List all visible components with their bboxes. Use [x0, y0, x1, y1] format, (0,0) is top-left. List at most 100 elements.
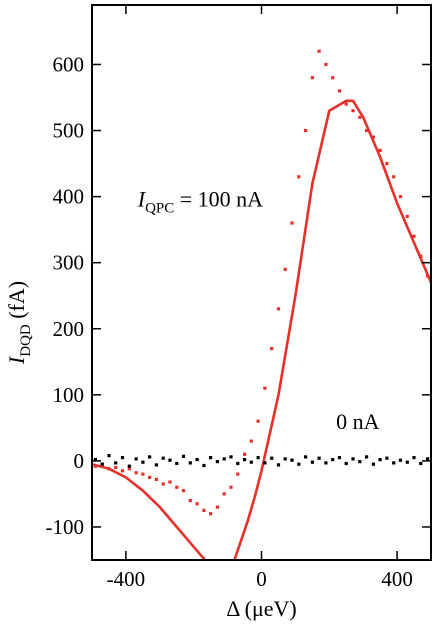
data-point	[405, 214, 409, 218]
data-point	[378, 458, 382, 462]
data-point	[127, 464, 131, 468]
y-tick-label: 600	[53, 52, 85, 76]
annotations: IQPC = 100 nA 0 nA	[137, 187, 380, 435]
data-point	[181, 454, 186, 458]
data-point	[141, 472, 145, 476]
data-point	[398, 458, 403, 462]
y-tick-label: 400	[53, 185, 85, 209]
data-point	[141, 460, 145, 464]
data-point	[263, 386, 267, 390]
data-point	[317, 456, 321, 460]
data-point	[175, 485, 179, 489]
data-point	[324, 62, 328, 67]
data-point	[120, 469, 125, 473]
data-point	[229, 485, 233, 489]
data-point	[331, 76, 335, 80]
data-point	[243, 458, 247, 462]
data-point	[385, 162, 389, 166]
y-tick-label: 0	[74, 449, 85, 473]
data-point	[134, 457, 138, 461]
data-point	[114, 465, 118, 470]
data-point	[168, 480, 172, 484]
data-point	[398, 195, 403, 199]
data-point	[154, 477, 158, 481]
data-point	[249, 439, 253, 443]
data-point	[202, 463, 206, 468]
data-point	[107, 454, 111, 458]
data-point	[344, 461, 348, 466]
data-point	[222, 492, 226, 496]
data-point	[120, 456, 125, 460]
data-point	[148, 475, 152, 479]
data-point	[371, 135, 375, 139]
x-axis-label: Δ (μeV)	[226, 596, 297, 621]
data-point	[229, 455, 233, 459]
data-point	[290, 458, 294, 462]
annotation-rest: = 100 nA	[174, 187, 263, 212]
data-point	[358, 115, 362, 119]
annotation-qpc100: IQPC = 100 nA	[137, 187, 263, 217]
data-point	[385, 456, 389, 460]
y-tick-label: 300	[53, 251, 85, 275]
data-point	[195, 458, 199, 462]
data-point	[215, 460, 219, 464]
data-point	[392, 461, 396, 465]
data-point	[290, 221, 294, 225]
data-point	[263, 461, 267, 465]
plot-content	[92, 49, 431, 560]
data-point	[209, 512, 213, 516]
data-point	[378, 148, 382, 152]
data-point	[358, 460, 362, 464]
data-point	[310, 460, 314, 464]
data-point	[405, 460, 409, 464]
x-tick-label: -400	[107, 567, 146, 591]
series-data_0nA	[93, 454, 430, 468]
data-point	[243, 452, 247, 456]
data-point	[297, 175, 301, 179]
data-point	[175, 461, 179, 466]
data-point	[270, 347, 274, 351]
data-point	[270, 456, 274, 460]
data-point	[188, 498, 192, 503]
data-point	[297, 462, 301, 466]
data-point	[324, 461, 328, 465]
data-point	[344, 102, 348, 106]
ticks: -400 0 400 -100 0 100 200 300 400 500 600	[46, 5, 431, 591]
data-point	[365, 128, 369, 133]
y-axis-label-sub: DQD	[18, 324, 34, 357]
data-point	[127, 467, 131, 471]
data-point	[134, 471, 138, 475]
data-point	[100, 462, 104, 466]
data-point	[276, 463, 281, 467]
y-tick-label: 500	[53, 119, 85, 143]
data-point	[351, 109, 355, 113]
data-point	[161, 456, 165, 460]
data-point	[337, 456, 342, 460]
annotation-qpc0: 0 nA	[336, 409, 380, 434]
data-point	[412, 456, 416, 460]
annotation-main: I	[137, 187, 147, 212]
data-point	[202, 508, 206, 512]
data-point	[331, 458, 335, 462]
data-point	[161, 482, 165, 486]
data-point	[222, 457, 226, 461]
annotation-sub: QPC	[145, 201, 174, 217]
data-point	[283, 267, 287, 271]
y-axis-label-main: I	[4, 355, 29, 365]
y-axis-label: IDQD (fA)	[4, 281, 34, 365]
data-point	[168, 458, 172, 462]
data-point	[371, 462, 375, 466]
y-tick-label: 200	[53, 317, 85, 341]
data-point	[412, 234, 416, 238]
data-point	[317, 49, 321, 53]
y-tick-label: -100	[46, 515, 85, 539]
data-point	[283, 457, 287, 461]
data-point	[236, 461, 240, 466]
x-tick-label: 400	[381, 567, 413, 591]
series-fit_100nA	[92, 99, 431, 560]
data-point	[148, 455, 152, 459]
data-point	[351, 457, 355, 461]
data-point	[256, 456, 260, 460]
data-point	[426, 457, 430, 461]
